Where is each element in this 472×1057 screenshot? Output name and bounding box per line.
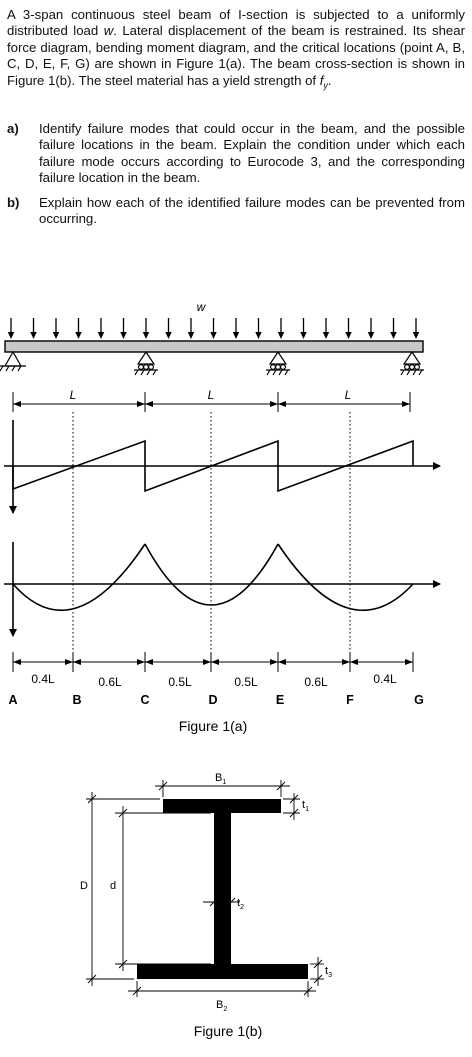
label-d: d bbox=[110, 880, 116, 892]
support-pin-a bbox=[0, 350, 26, 372]
segment-dimension bbox=[12, 652, 414, 672]
load-arrow-head bbox=[52, 332, 60, 339]
span-dimension bbox=[12, 392, 411, 412]
load-arrow-head bbox=[142, 332, 150, 339]
figure-1a-caption: Figure 1(a) bbox=[179, 718, 247, 734]
load-arrow-head bbox=[255, 332, 262, 339]
guide-lines bbox=[72, 412, 351, 660]
top-flange bbox=[163, 799, 281, 813]
load-arrow-head bbox=[165, 332, 172, 339]
segment-label-bc: 0.6L bbox=[98, 675, 122, 689]
question-a-text: Identify failure modes that could occur … bbox=[39, 121, 465, 186]
point-label-a: A bbox=[8, 693, 17, 707]
point-label-b: B bbox=[72, 693, 81, 707]
section-dimensions bbox=[86, 780, 324, 997]
point-label-c: C bbox=[140, 693, 149, 707]
label-b1: B1 bbox=[215, 772, 226, 786]
load-arrow-head bbox=[75, 332, 82, 339]
load-arrow-head bbox=[345, 332, 352, 339]
span-label-1: L bbox=[70, 388, 77, 402]
section-labels: B1 t1 D d t2 t3 B2 bbox=[80, 772, 332, 1013]
bottom-flange bbox=[137, 964, 308, 979]
load-symbol: w bbox=[103, 23, 114, 39]
support-roller-c bbox=[134, 350, 158, 376]
point-label-f: F bbox=[346, 693, 354, 707]
load-arrow-head bbox=[390, 332, 397, 339]
bending-moment-diagram bbox=[4, 542, 441, 637]
load-arrow-head bbox=[30, 332, 37, 339]
load-arrow-head bbox=[210, 332, 217, 339]
question-a: a) Identify failure modes that could occ… bbox=[7, 121, 465, 187]
problem-intro: A 3-span continuous steel beam of I-sect… bbox=[7, 7, 465, 91]
segment-label-ef: 0.6L bbox=[304, 675, 328, 689]
label-t3: t3 bbox=[325, 965, 332, 979]
span-label-3: L bbox=[345, 388, 352, 402]
beam bbox=[4, 340, 424, 353]
question-b-label: b) bbox=[7, 195, 20, 210]
span-label-2: L bbox=[208, 388, 215, 402]
support-roller-e bbox=[266, 350, 290, 376]
shear-force-diagram bbox=[4, 420, 441, 514]
load-arrow-head bbox=[277, 332, 285, 339]
load-arrow-head bbox=[120, 332, 127, 339]
label-t1: t1 bbox=[302, 799, 309, 813]
segment-labels: 0.4L 0.6L 0.5L 0.5L 0.6L 0.4L bbox=[31, 672, 397, 689]
load-arrow-head bbox=[322, 332, 330, 339]
web bbox=[214, 813, 231, 964]
figure-1a: w bbox=[0, 300, 441, 734]
load-arrow-head bbox=[232, 332, 240, 339]
segment-label-de: 0.5L bbox=[234, 675, 258, 689]
figure-1b: B1 t1 D d t2 t3 B2 Figure 1(b) bbox=[80, 772, 332, 1039]
support-roller-g bbox=[400, 350, 424, 376]
question-a-label: a) bbox=[7, 121, 19, 136]
label-t2: t2 bbox=[237, 897, 244, 911]
question-b: b) Explain how each of the identified fa… bbox=[7, 195, 465, 228]
question-b-text: Explain how each of the identified failu… bbox=[39, 195, 465, 227]
segment-label-fg: 0.4L bbox=[373, 672, 397, 686]
load-arrow-head bbox=[300, 332, 307, 339]
point-label-g: G bbox=[414, 693, 424, 707]
load-arrow-head bbox=[97, 332, 105, 339]
load-arrow-head bbox=[367, 332, 375, 339]
point-label-e: E bbox=[276, 693, 284, 707]
segment-label-ab: 0.4L bbox=[31, 672, 55, 686]
yield-symbol: fy bbox=[319, 72, 328, 91]
load-arrow-head bbox=[412, 332, 420, 339]
distributed-load-arrows bbox=[7, 318, 420, 339]
label-D: D bbox=[80, 880, 88, 892]
load-label: w bbox=[197, 300, 207, 314]
label-b2: B2 bbox=[216, 999, 227, 1013]
point-label-d: D bbox=[208, 693, 217, 707]
point-labels: A B C D E F G bbox=[8, 693, 423, 707]
segment-label-cd: 0.5L bbox=[168, 675, 192, 689]
load-arrow-head bbox=[7, 332, 15, 339]
load-arrow-head bbox=[187, 332, 195, 339]
figure-1b-caption: Figure 1(b) bbox=[194, 1023, 262, 1039]
